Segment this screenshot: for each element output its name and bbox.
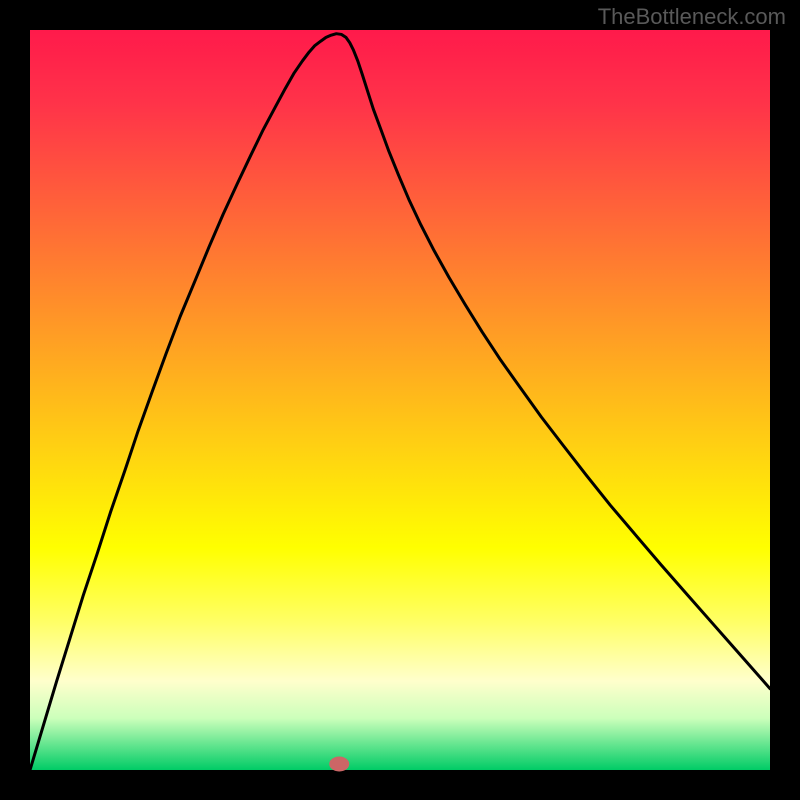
optimal-point-marker [330,757,350,772]
plot-area [30,30,770,770]
chart-container: TheBottleneck.com [0,0,800,800]
bottleneck-curve [30,30,770,770]
watermark-text: TheBottleneck.com [598,4,786,30]
